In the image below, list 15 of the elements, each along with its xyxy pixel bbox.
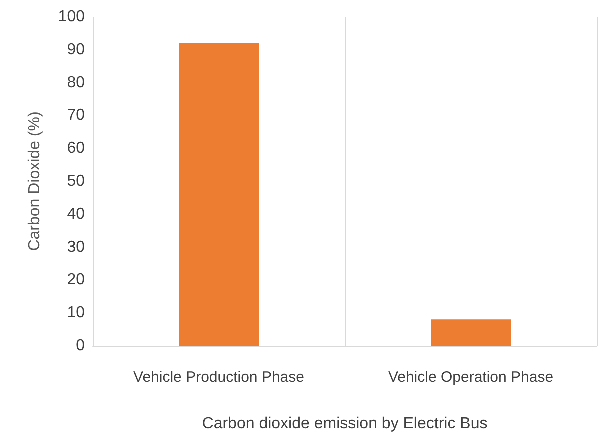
x-tick-label: Vehicle Production Phase (134, 369, 304, 386)
y-tick-label: 100 (58, 8, 86, 26)
y-tick-label: 30 (67, 238, 86, 256)
y-tick-label: 10 (67, 304, 86, 322)
x-axis-title: Carbon dioxide emission by Electric Bus (202, 416, 488, 432)
y-tick-label: 90 (67, 41, 86, 58)
y-tick-label: 70 (67, 107, 86, 124)
y-tick-label: 0 (76, 338, 86, 354)
x-tick-label: Vehicle Operation Phase (388, 369, 554, 386)
y-tick-label: 40 (67, 206, 86, 223)
y-axis-title: Carbon Dioxide (%) (26, 112, 44, 252)
y-tick-label: 20 (67, 272, 86, 289)
y-tick-label: 60 (67, 140, 86, 158)
y-tick-label: 80 (67, 74, 86, 92)
y-tick-label: 50 (67, 173, 86, 190)
